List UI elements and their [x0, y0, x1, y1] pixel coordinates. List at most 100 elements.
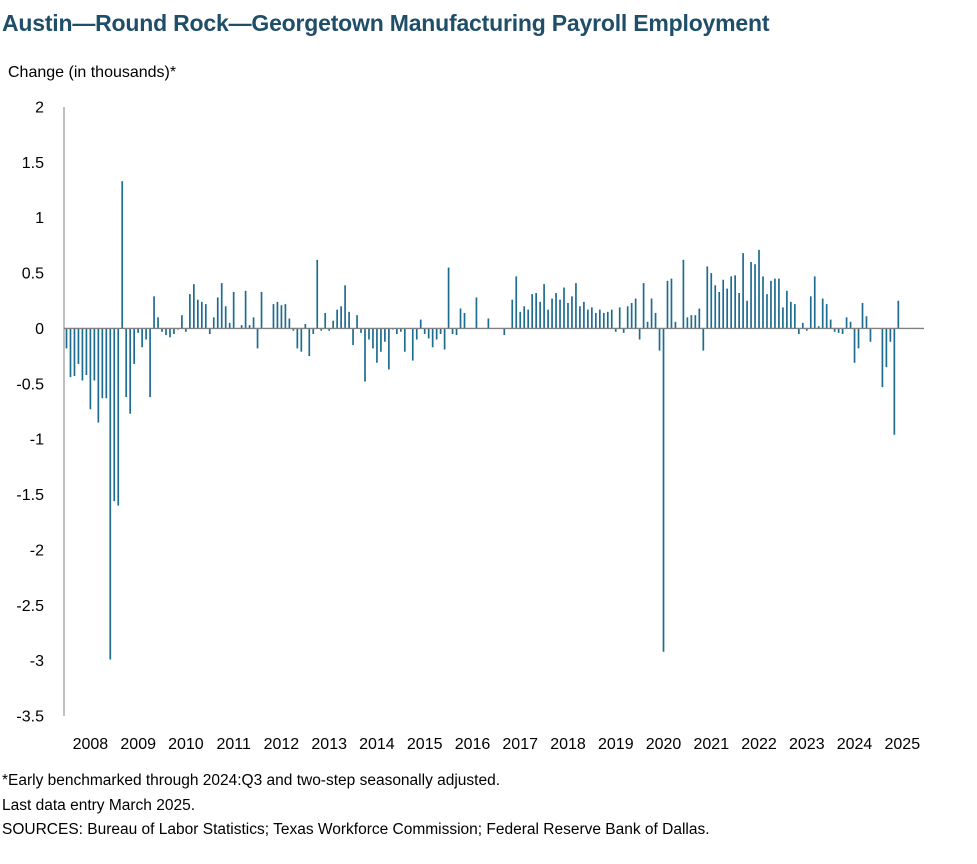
bar — [427, 328, 430, 339]
bar — [121, 181, 124, 329]
x-tick-labels: 2008 2009 2010 2011 2012 2013 2014 2015 2016 2017… — [73, 736, 921, 753]
bar — [778, 278, 780, 329]
bar — [364, 328, 366, 382]
bar — [129, 328, 132, 414]
bar — [531, 294, 534, 329]
bar — [813, 276, 816, 329]
bar — [208, 328, 211, 334]
bar — [141, 328, 143, 348]
bar — [797, 328, 800, 334]
bar — [742, 253, 744, 329]
bar — [861, 302, 864, 329]
bar — [185, 328, 187, 332]
bar — [260, 291, 263, 329]
bar — [93, 328, 96, 381]
bar — [610, 309, 613, 329]
bar — [463, 312, 466, 329]
bar — [431, 328, 434, 348]
bar — [284, 304, 287, 329]
bar — [220, 283, 223, 329]
x-tick-label: 2016 — [455, 736, 491, 753]
bar — [853, 328, 856, 363]
x-tick-label: 2010 — [168, 736, 204, 753]
bar — [376, 328, 378, 363]
y-tick-label: 0.5 — [22, 266, 44, 283]
bar — [204, 304, 207, 329]
x-tick-label: 2008 — [73, 736, 109, 753]
bar — [85, 328, 88, 375]
bar — [730, 276, 733, 329]
bar — [308, 328, 311, 357]
chart-notes: *Early benchmarked through 2024:Q3 and t… — [2, 769, 710, 843]
chart-title: Austin—Round Rock—Georgetown Manufacturi… — [2, 10, 770, 36]
x-tick-label: 2018 — [550, 736, 586, 753]
y-tick-label: -2.5 — [16, 598, 44, 615]
bar — [762, 276, 764, 329]
bar — [356, 315, 358, 329]
bar — [336, 309, 338, 329]
bar — [591, 307, 593, 329]
bar — [694, 315, 697, 329]
bar-chart: 2 1.5 1 0.5 0 -0.5 -1 -1.5 -2 -2.5 -3 -3.5 2008 2009… — [16, 100, 924, 753]
bar — [328, 328, 331, 331]
bar — [805, 328, 808, 331]
bar — [216, 297, 219, 329]
bar — [137, 328, 139, 333]
bar — [579, 306, 581, 329]
bar — [766, 294, 768, 329]
footnote: *Early benchmarked through 2024:Q3 and t… — [2, 772, 501, 789]
bar — [360, 328, 362, 333]
bar — [487, 318, 490, 329]
bar — [73, 328, 76, 377]
bar — [451, 328, 454, 334]
bar — [312, 328, 315, 334]
bar — [686, 317, 689, 329]
bar — [77, 328, 80, 364]
bar — [125, 328, 128, 398]
bar — [475, 297, 478, 329]
bar — [698, 308, 701, 329]
y-tick-label: -1.5 — [16, 487, 44, 504]
bar — [340, 306, 342, 329]
bar — [173, 328, 175, 334]
bar — [348, 311, 350, 329]
y-axis-label: Change (in thousands)* — [8, 64, 177, 81]
bar — [654, 312, 657, 329]
bar — [889, 328, 892, 342]
bar — [411, 328, 414, 361]
bar — [384, 328, 386, 342]
bar — [181, 315, 183, 329]
bar — [606, 311, 609, 329]
bar — [344, 285, 346, 329]
bar — [583, 301, 585, 329]
bar — [587, 309, 589, 329]
bar — [200, 301, 203, 329]
bar — [97, 328, 100, 423]
bar — [594, 312, 597, 329]
bar — [857, 328, 860, 349]
bar — [551, 298, 553, 329]
bar — [248, 325, 251, 329]
bar — [165, 328, 167, 336]
bar — [758, 249, 760, 329]
bar — [674, 321, 677, 329]
bar — [821, 298, 824, 329]
bar — [193, 284, 195, 329]
bar — [515, 276, 518, 329]
bar — [786, 290, 788, 329]
x-tick-label: 2015 — [407, 736, 443, 753]
bar — [885, 328, 888, 368]
bar — [169, 328, 171, 338]
bar — [881, 328, 884, 388]
bar — [459, 308, 462, 329]
bar — [455, 328, 458, 336]
bar — [646, 321, 649, 329]
bar — [399, 328, 402, 332]
bar — [710, 273, 713, 329]
bar — [212, 317, 215, 329]
bar — [435, 328, 438, 340]
bar — [702, 328, 705, 351]
bar — [571, 296, 573, 329]
bar — [793, 304, 796, 329]
bar — [292, 328, 295, 331]
